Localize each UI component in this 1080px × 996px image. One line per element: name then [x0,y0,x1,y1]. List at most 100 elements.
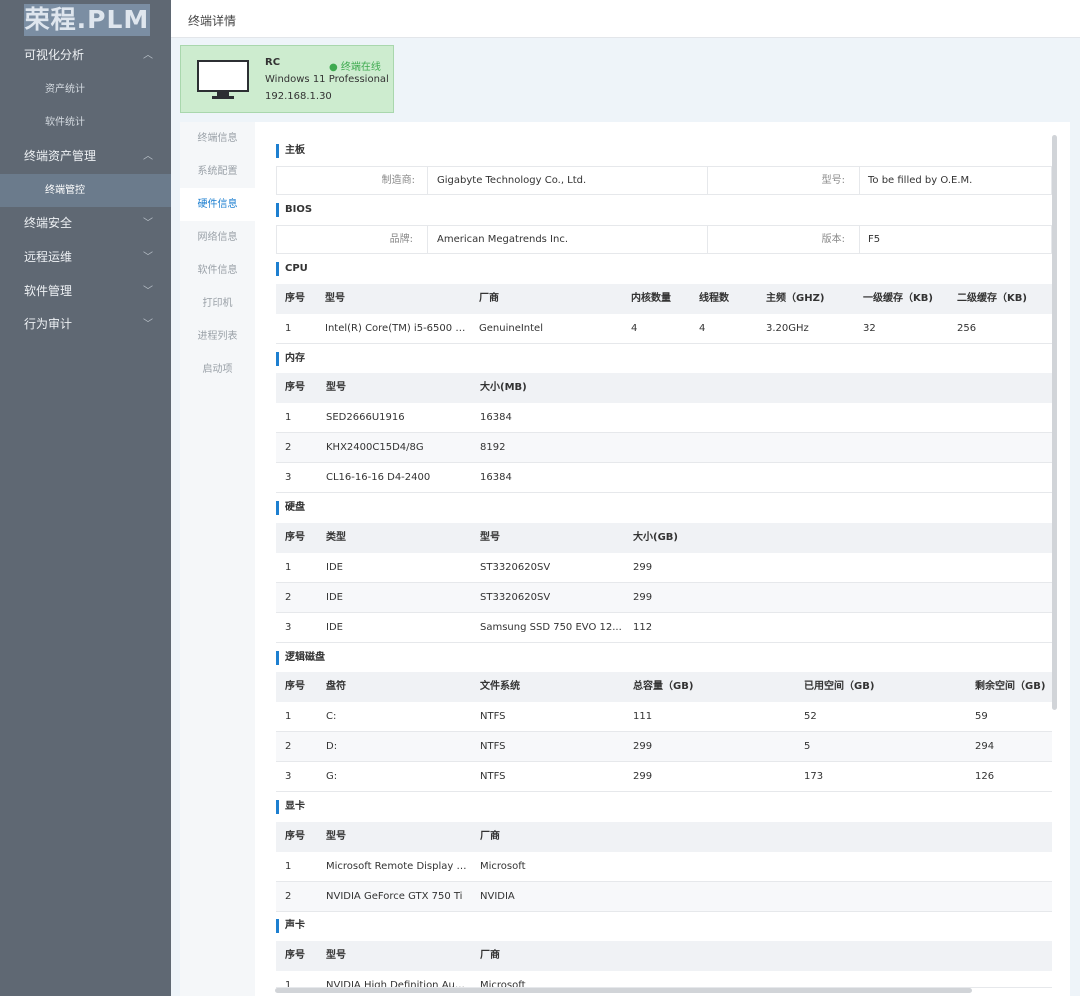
sidebar: 荣程.PLM 可视化分析 ︿ 资产统计 软件统计 终端资产管理 ︿ 终端管控 终… [0,0,171,996]
col-header: 型号 [326,950,346,961]
status-text: 终端在线 [340,62,381,73]
col-header: 序号 [285,831,305,842]
tab-terminal-info[interactable]: 终端信息 [197,133,238,144]
brand-value: American Megatrends Inc. [437,234,569,245]
nav-terminal-asset-mgmt[interactable]: 终端资产管理 ︿ [0,140,171,173]
cell: NTFS [480,711,506,722]
terminal-card[interactable]: RC ● 终端在线 Windows 11 Professional 192.16… [180,45,394,113]
monitor-base [212,96,234,99]
col-header: 型号 [326,831,346,842]
cell: 1 [285,711,292,722]
manufacturer-label: 制造商: [381,175,415,186]
tab-software-info[interactable]: 软件信息 [197,265,238,276]
terminal-os: Windows 11 Professional [265,74,389,85]
cell: 1 [285,412,292,423]
model-value: To be filled by O.E.M. [868,175,973,186]
monitor-stand [217,92,229,97]
cell: 4 [699,323,706,334]
col-header: 型号 [480,532,500,543]
chevron-down-icon: ﹀ [143,286,153,297]
memory-table-header: 序号 型号 大小(MB) [276,373,1052,403]
cell: 8192 [480,442,506,453]
vertical-scrollbar[interactable] [1052,135,1057,710]
table-row: 2 IDE ST3320620SV 299 [276,583,1052,613]
terminal-ip: 192.168.1.30 [265,91,332,102]
cell: 2 [285,891,292,902]
cell: 3 [285,472,292,483]
cell: Microsoft Remote Display A... [326,861,468,872]
cell: D: [326,741,338,752]
cell: IDE [326,592,343,603]
tab-system-config[interactable]: 系统配置 [197,166,238,177]
tab-process-list[interactable]: 进程列表 [197,331,238,342]
cell: 1 [285,980,292,988]
cell: 32 [863,323,876,334]
col-header: 型号 [326,382,346,393]
motherboard-info-row: 制造商: Gigabyte Technology Co., Ltd. 型号: T… [276,166,1052,195]
terminal-name: RC [265,57,281,68]
table-row: 1 C: NTFS 111 52 59 [276,702,1052,732]
table-row: 3 G: NTFS 299 173 126 [276,762,1052,792]
section-motherboard: 主板 [276,144,305,158]
cell: Microsoft [480,861,526,872]
nav-visual-analysis[interactable]: 可视化分析 ︿ [0,39,171,72]
cell: IDE [326,622,343,633]
tab-hardware-info[interactable]: 硬件信息 [180,188,255,221]
gpu-table-header: 序号 型号 厂商 [276,822,1052,852]
cell: 1 [285,562,292,573]
col-header: 序号 [285,532,305,543]
detail-tabs: 终端信息 系统配置 硬件信息 网络信息 软件信息 打印机 进程列表 启动项 [180,122,255,996]
cell: IDE [326,562,343,573]
table-row: 3 IDE Samsung SSD 750 EVO 12... 112 [276,613,1052,643]
col-header: 总容量（GB) [633,681,694,692]
col-header: 一级缓存（KB) [863,293,933,304]
monitor-icon [197,60,249,92]
col-header: 序号 [285,950,305,961]
tab-startup-items[interactable]: 启动项 [202,364,233,375]
divider [707,226,708,253]
nav-software-mgmt-label: 软件管理 [24,284,73,298]
cell: 299 [633,562,653,573]
nav-asset-stats[interactable]: 资产统计 [45,84,85,95]
app-logo: 荣程.PLM [24,4,150,36]
tab-network-info[interactable]: 网络信息 [197,232,238,243]
chevron-down-icon: ﹀ [143,218,153,229]
version-value: F5 [868,234,881,245]
section-bios: BIOS [276,203,312,217]
table-row: 1 NVIDIA High Definition Audio Microsoft [276,971,1052,988]
section-cpu: CPU [276,262,308,276]
horizontal-scrollbar[interactable] [275,988,972,993]
nav-terminal-control[interactable]: 终端管控 [0,174,171,207]
cpu-table-header: 序号 型号 厂商 内核数量 线程数 主频（GHZ) 一级缓存（KB) 二级缓存（… [276,284,1052,314]
cell: NTFS [480,771,506,782]
nav-behavior-audit[interactable]: 行为审计 ﹀ [0,308,171,341]
divider [859,226,860,253]
manufacturer-value: Gigabyte Technology Co., Ltd. [437,175,587,186]
cell: 299 [633,771,653,782]
cell: CL16-16-16 D4-2400 [326,472,431,483]
bios-info-row: 品牌: American Megatrends Inc. 版本: F5 [276,225,1052,254]
table-row: 1 SED2666U1916 16384 [276,403,1052,433]
chevron-down-icon: ﹀ [143,319,153,330]
page-header: 终端详情 [171,0,1080,38]
section-logical-disk: 逻辑磁盘 [276,651,325,665]
cell: 3 [285,771,292,782]
col-header: 文件系统 [480,681,520,692]
section-disk: 硬盘 [276,501,305,515]
col-header: 二级缓存（KB) [957,293,1027,304]
table-row: 1 Intel(R) Core(TM) i5-6500 C... Genuine… [276,314,1052,344]
table-row: 3 CL16-16-16 D4-2400 16384 [276,463,1052,493]
nav-terminal-security[interactable]: 终端安全 ﹀ [0,207,171,240]
cell: 3 [285,622,292,633]
col-header: 线程数 [699,293,729,304]
nav-software-mgmt[interactable]: 软件管理 ﹀ [0,275,171,308]
table-row: 2 D: NTFS 299 5 294 [276,732,1052,762]
cell: 126 [975,771,995,782]
cell: 2 [285,592,292,603]
nav-software-stats[interactable]: 软件统计 [45,117,85,128]
nav-remote-ops[interactable]: 远程运维 ﹀ [0,241,171,274]
table-row: 1 Microsoft Remote Display A... Microsof… [276,852,1052,882]
cell: 16384 [480,412,512,423]
tab-printer[interactable]: 打印机 [202,298,233,309]
table-row: 2 KHX2400C15D4/8G 8192 [276,433,1052,463]
